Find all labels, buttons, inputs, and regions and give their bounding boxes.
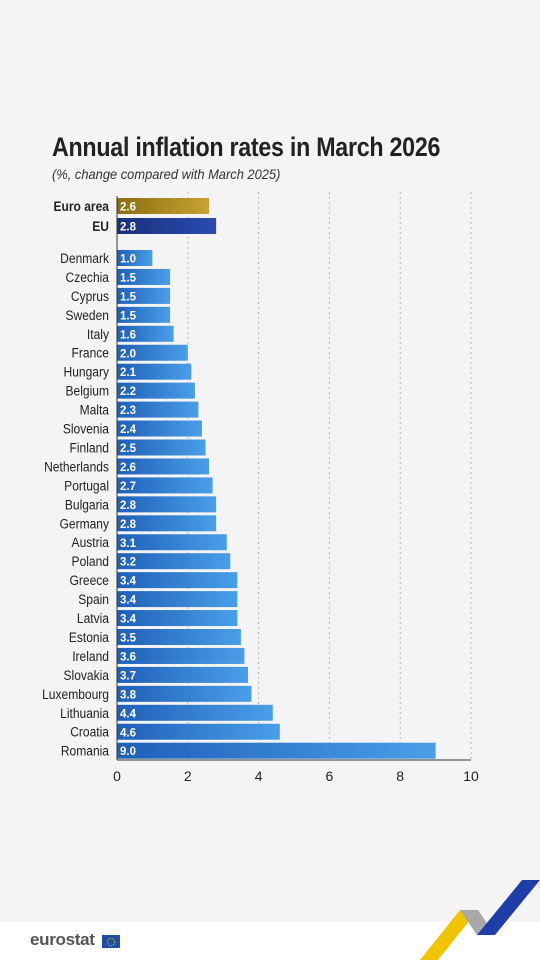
data-label: 2.8 xyxy=(120,519,137,531)
category-label: Germany xyxy=(60,515,110,531)
bar xyxy=(117,685,252,702)
x-tick-label: 6 xyxy=(326,768,334,784)
category-label: Greece xyxy=(70,572,109,588)
bar xyxy=(117,363,192,380)
data-label: 4.6 xyxy=(120,727,136,739)
data-label: 4.4 xyxy=(120,708,137,720)
data-label: 2.6 xyxy=(120,462,136,474)
bar xyxy=(117,553,231,570)
bar xyxy=(117,401,199,418)
bar xyxy=(117,704,273,721)
data-label: 1.5 xyxy=(120,272,137,284)
category-label: EU xyxy=(92,218,109,234)
category-label: Slovakia xyxy=(64,667,110,683)
category-label: Romania xyxy=(61,743,110,759)
bar xyxy=(117,287,171,304)
decorative-ribbon xyxy=(420,880,540,960)
category-label: Portugal xyxy=(64,478,109,494)
category-label: Austria xyxy=(72,534,110,550)
category-label: Sweden xyxy=(66,307,109,323)
bar-chart: Euro area 2.6 EU 2.8 Denmark 1.0 Czechia 1.5 Cyp… xyxy=(42,192,479,784)
data-label: 2.8 xyxy=(120,500,137,512)
bar xyxy=(117,629,241,645)
category-label: Latvia xyxy=(77,610,110,626)
category-label: Denmark xyxy=(60,250,109,266)
bar xyxy=(117,306,171,323)
data-label: 3.7 xyxy=(120,670,136,682)
category-label: Croatia xyxy=(70,724,109,740)
category-label: Netherlands xyxy=(44,459,109,475)
category-label: France xyxy=(72,345,109,361)
bar xyxy=(117,250,153,266)
data-label: 2.2 xyxy=(120,386,136,398)
bar xyxy=(117,572,238,589)
chart-title: Annual inflation rates in March 2026 xyxy=(52,132,441,162)
data-label: 1.6 xyxy=(120,329,136,341)
data-label: 2.7 xyxy=(120,481,136,493)
bar xyxy=(117,325,174,342)
bar xyxy=(117,458,210,475)
data-label: 1.5 xyxy=(120,291,137,303)
data-label: 3.4 xyxy=(120,576,137,588)
data-label: 2.5 xyxy=(120,443,137,455)
data-label: 2.1 xyxy=(120,367,137,379)
category-label: Slovenia xyxy=(63,421,110,437)
data-label: 3.8 xyxy=(120,689,137,701)
bar xyxy=(117,666,248,683)
x-tick-label: 8 xyxy=(396,768,404,784)
category-label: Estonia xyxy=(69,629,110,645)
category-label: Poland xyxy=(72,553,109,569)
bar xyxy=(117,591,238,608)
bar xyxy=(117,534,227,551)
category-label: Finland xyxy=(70,440,109,456)
bar xyxy=(117,742,436,759)
category-label: Ireland xyxy=(72,648,109,664)
x-tick-label: 2 xyxy=(184,768,192,784)
data-label: 1.0 xyxy=(120,254,136,266)
bar xyxy=(117,344,188,361)
eu-flag-icon xyxy=(102,935,120,948)
bar xyxy=(117,723,280,740)
x-tick-label: 0 xyxy=(113,768,121,784)
category-label: Bulgaria xyxy=(65,496,110,512)
data-label: 2.4 xyxy=(120,424,137,436)
eurostat-logo: eurostat xyxy=(30,930,95,949)
category-label: Czechia xyxy=(66,269,110,285)
bar xyxy=(117,198,210,214)
data-label: 3.6 xyxy=(120,651,136,663)
bar xyxy=(117,515,217,532)
data-label: 9.0 xyxy=(120,746,136,758)
x-tick-label: 4 xyxy=(255,768,263,784)
data-label: 1.5 xyxy=(120,310,137,322)
bar xyxy=(117,382,195,399)
data-label: 3.4 xyxy=(120,614,137,626)
data-label: 3.5 xyxy=(120,633,137,645)
bar xyxy=(117,268,171,285)
data-label: 2.3 xyxy=(120,405,136,417)
category-label: Hungary xyxy=(64,364,110,380)
bar xyxy=(117,496,217,513)
bar xyxy=(117,420,202,437)
data-label: 2.6 xyxy=(120,202,136,214)
category-label: Italy xyxy=(87,326,110,342)
category-label: Cyprus xyxy=(71,288,110,304)
data-label: 2.8 xyxy=(120,222,137,234)
bar xyxy=(117,477,213,494)
category-label: Spain xyxy=(78,591,109,607)
bar xyxy=(117,218,217,234)
category-label: Malta xyxy=(80,402,110,418)
data-label: 3.2 xyxy=(120,557,136,569)
x-tick-label: 10 xyxy=(463,768,479,784)
data-label: 3.4 xyxy=(120,595,137,607)
data-label: 2.0 xyxy=(120,348,136,360)
category-label: Lithuania xyxy=(60,705,110,721)
bar xyxy=(117,439,206,456)
data-label: 3.1 xyxy=(120,538,137,550)
category-label: Belgium xyxy=(66,383,110,399)
category-label: Luxembourg xyxy=(42,686,109,702)
category-label: Euro area xyxy=(53,198,109,214)
bar xyxy=(117,647,245,664)
bar xyxy=(117,610,238,627)
chart-subtitle: (%, change compared with March 2025) xyxy=(52,166,281,182)
